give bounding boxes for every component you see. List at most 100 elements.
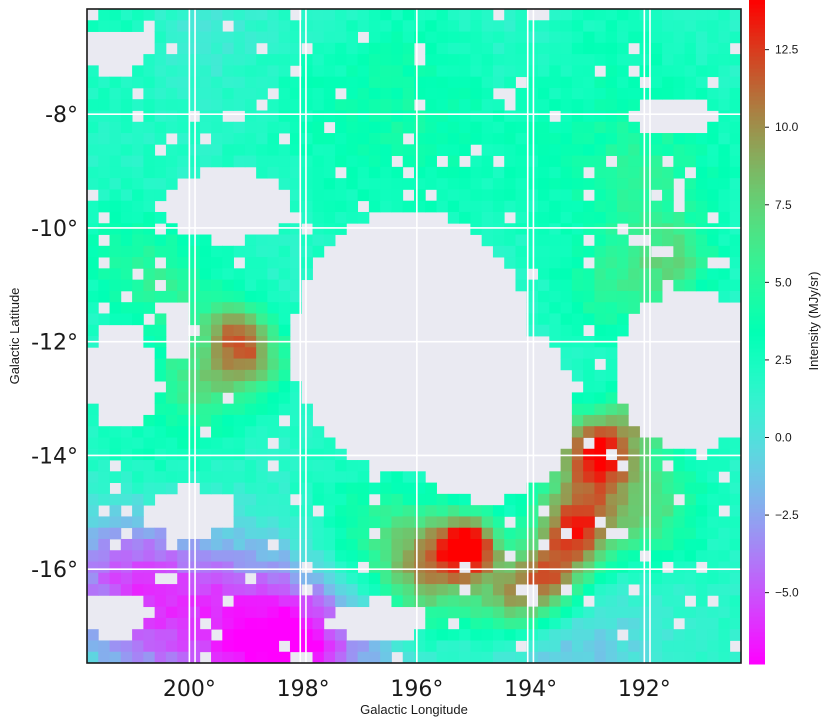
heatmap-cell	[391, 178, 404, 190]
colorbar-segment	[749, 528, 765, 533]
heatmap-cell	[605, 550, 618, 562]
heatmap-cell	[199, 437, 212, 450]
heatmap-cell	[594, 550, 607, 562]
heatmap-cell	[301, 437, 313, 450]
heatmap-cell	[583, 369, 595, 382]
heatmap-cell	[650, 279, 663, 292]
heatmap-cell	[165, 471, 178, 483]
heatmap-cell	[323, 482, 336, 495]
heatmap-cell	[515, 516, 528, 529]
heatmap-cell	[120, 223, 133, 235]
heatmap-cell	[301, 99, 313, 111]
heatmap-cell	[628, 448, 640, 461]
heatmap-cell	[357, 65, 370, 78]
heatmap-cell	[481, 550, 494, 562]
heatmap-cell	[380, 54, 392, 66]
heatmap-cell	[425, 133, 437, 145]
heatmap-cell	[470, 178, 483, 190]
heatmap-cell	[515, 99, 528, 111]
heatmap-cell	[301, 189, 313, 202]
heatmap-cell	[143, 426, 156, 438]
heatmap-cell	[109, 166, 122, 179]
heatmap-cell	[120, 155, 133, 168]
heatmap-cell	[380, 516, 392, 529]
heatmap-cell	[425, 178, 437, 190]
heatmap-cell	[481, 606, 494, 619]
heatmap-cell	[222, 302, 234, 314]
heatmap-cell	[492, 20, 505, 32]
heatmap-cell	[278, 121, 291, 134]
colorbar-segment	[749, 628, 765, 633]
heatmap-cell	[132, 155, 144, 168]
heatmap-cell	[571, 369, 584, 382]
heatmap-cell	[120, 437, 133, 450]
heatmap-cell	[549, 200, 561, 213]
heatmap-cell	[583, 606, 595, 619]
heatmap-cell	[165, 110, 178, 123]
heatmap-cell	[289, 234, 302, 247]
heatmap-cell	[447, 640, 460, 653]
heatmap-cell	[662, 606, 674, 619]
heatmap-cell	[662, 31, 674, 44]
heatmap-cell	[143, 527, 156, 540]
heatmap-cell	[583, 584, 595, 596]
heatmap-cell	[526, 155, 539, 168]
colorbar-segment	[749, 12, 765, 17]
heatmap-cell	[605, 245, 618, 258]
heatmap-cell	[628, 471, 640, 483]
heatmap-cell	[729, 606, 742, 619]
heatmap-cell	[143, 448, 156, 461]
heatmap-cell	[132, 550, 144, 562]
heatmap-cell	[357, 87, 370, 100]
y-tick-label: -12°	[31, 331, 78, 356]
heatmap-cell	[165, 640, 178, 653]
heatmap-cell	[571, 493, 584, 506]
heatmap-cell	[120, 561, 133, 574]
heatmap-cell	[571, 403, 584, 416]
heatmap-cell	[346, 155, 359, 168]
heatmap-cell	[583, 617, 595, 630]
heatmap-cell	[605, 234, 618, 247]
heatmap-cell	[560, 460, 573, 472]
heatmap-cell	[594, 640, 607, 653]
heatmap-cell	[267, 290, 280, 303]
heatmap-cell	[470, 527, 483, 540]
heatmap-cell	[515, 245, 528, 258]
heatmap-cell	[278, 313, 291, 326]
colorbar-segment	[749, 20, 765, 25]
colorbar-segment	[749, 420, 765, 425]
heatmap-cell	[526, 561, 539, 574]
heatmap-cell	[628, 133, 640, 145]
heatmap-cell	[177, 617, 189, 630]
heatmap-cell	[233, 640, 246, 653]
heatmap-cell	[718, 223, 731, 235]
heatmap-cell	[673, 279, 686, 292]
heatmap-cell	[414, 640, 426, 653]
heatmap-cell	[650, 460, 663, 472]
colorbar-segment	[749, 308, 765, 313]
heatmap-cell	[346, 471, 359, 483]
heatmap-cell	[109, 584, 122, 596]
heatmap-cell	[650, 257, 663, 269]
heatmap-cell	[571, 211, 584, 224]
heatmap-cell	[526, 166, 539, 179]
colorbar-segment	[749, 296, 765, 301]
heatmap-cell	[673, 211, 686, 224]
heatmap-cell	[662, 572, 674, 585]
heatmap-cell	[98, 471, 110, 483]
heatmap-cell	[718, 279, 731, 292]
heatmap-cell	[199, 257, 212, 269]
heatmap-cell	[87, 245, 99, 258]
heatmap-cell	[414, 584, 426, 596]
heatmap-cell	[211, 133, 223, 145]
colorbar-segment	[749, 236, 765, 241]
heatmap-cell	[684, 538, 697, 551]
heatmap-cell	[504, 110, 516, 123]
colorbar-tick-label: 0.0	[775, 430, 792, 444]
heatmap-cell	[515, 223, 528, 235]
heatmap-cell	[402, 561, 415, 574]
heatmap-cell	[583, 245, 595, 258]
heatmap-cell	[177, 133, 189, 145]
heatmap-cell	[289, 595, 302, 608]
heatmap-cell	[673, 268, 686, 281]
